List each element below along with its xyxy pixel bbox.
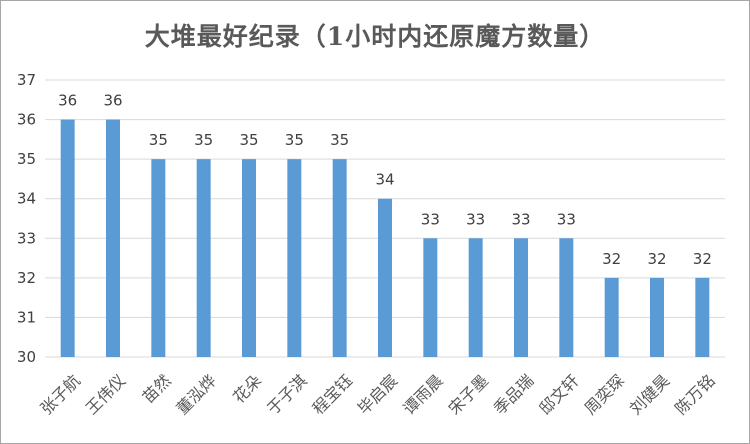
- bar: [650, 277, 664, 357]
- data-label: 36: [103, 92, 122, 110]
- category-label: 董泓烨: [173, 371, 220, 418]
- data-label: 32: [693, 250, 712, 268]
- data-label: 33: [466, 210, 485, 228]
- bars: [60, 119, 710, 357]
- bar: [695, 277, 710, 357]
- data-label: 32: [647, 250, 666, 268]
- data-labels: 36 36 35 35 35 35 35 34 33 33 33 33 32 32 32: [58, 92, 712, 268]
- data-label: 34: [375, 171, 394, 189]
- bar: [423, 238, 438, 357]
- bar: [151, 159, 166, 357]
- y-tick-label: 37: [17, 71, 36, 89]
- category-label: 刘健昊: [626, 371, 673, 418]
- bar: [106, 119, 120, 357]
- category-label: 苗然: [139, 371, 175, 407]
- category-label: 陈万铭: [671, 371, 718, 418]
- data-label: 33: [557, 210, 576, 228]
- data-label: 33: [511, 210, 530, 228]
- bar: [287, 159, 302, 357]
- bar: [559, 238, 574, 357]
- category-label: 谭雨晨: [399, 371, 446, 418]
- data-label: 35: [239, 131, 258, 149]
- data-label: 35: [149, 131, 168, 149]
- bar: [378, 198, 392, 357]
- category-label: 宋子墨: [445, 371, 492, 418]
- y-axis-ticks: 30 31 32 33 34 35 36 37: [17, 71, 36, 366]
- bar: [468, 238, 483, 357]
- category-label: 花朵: [229, 371, 265, 407]
- bar: [242, 159, 256, 357]
- category-label: 王伟仪: [82, 371, 129, 418]
- category-label: 程宝钰: [309, 371, 356, 418]
- bar: [514, 238, 528, 357]
- data-label: 35: [285, 131, 304, 149]
- category-label: 周奕琛: [581, 371, 628, 418]
- y-tick-label: 31: [17, 308, 36, 326]
- data-label: 35: [194, 131, 213, 149]
- y-tick-label: 36: [17, 111, 36, 129]
- chart-title: 大堆最好纪录（1小时内还原魔方数量）: [144, 22, 606, 51]
- bar: [604, 277, 619, 357]
- y-tick-label: 33: [17, 229, 36, 247]
- category-label: 邸文轩: [535, 371, 582, 418]
- data-label: 36: [58, 92, 77, 110]
- data-label: 33: [421, 210, 440, 228]
- y-tick-label: 32: [17, 269, 36, 287]
- y-tick-label: 30: [17, 348, 36, 366]
- category-label: 季品瑞: [490, 371, 537, 418]
- y-tick-label: 34: [17, 190, 36, 208]
- y-tick-label: 35: [17, 150, 36, 168]
- bar: [60, 119, 75, 357]
- bar: [332, 159, 347, 357]
- category-label: 于子淇: [263, 371, 310, 418]
- bar: [196, 159, 211, 357]
- category-label: 张子航: [37, 371, 84, 418]
- data-label: 35: [330, 131, 349, 149]
- data-label: 32: [602, 250, 621, 268]
- category-label: 毕启宸: [354, 371, 401, 418]
